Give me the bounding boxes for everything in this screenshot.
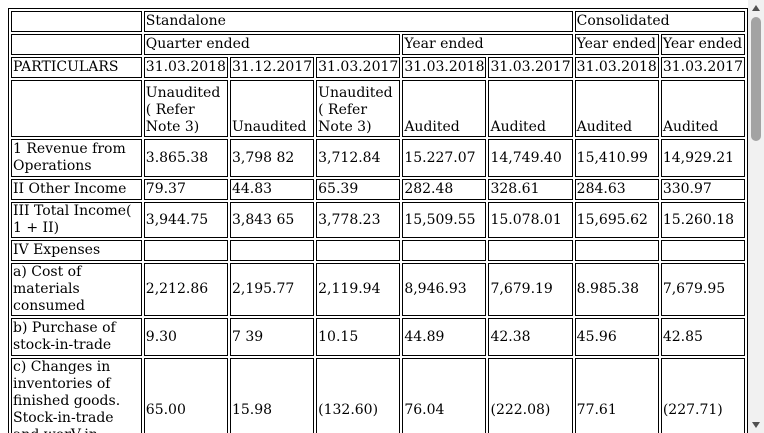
header-row-status: Unaudited ( Refer Note 3) Unaudited Unaudi… bbox=[11, 80, 745, 137]
row-label: III Total Income( 1 + II) bbox=[11, 202, 142, 238]
row-label: a) Cost of materials consumed bbox=[11, 263, 142, 316]
value-cell: 3,778.23 bbox=[316, 202, 401, 238]
value-cell: 45.96 bbox=[574, 318, 659, 356]
date-header-cell: 31.03.2018 bbox=[143, 57, 228, 78]
audit-status-cell: Unaudited ( Refer Note 3) bbox=[143, 80, 228, 137]
value-cell: 42.38 bbox=[488, 318, 573, 356]
particulars-header: PARTICULARS bbox=[11, 57, 142, 78]
value-cell: 7,679.95 bbox=[660, 263, 745, 316]
value-cell: 44.83 bbox=[229, 179, 315, 200]
value-cell: 3,798 82 bbox=[229, 139, 315, 177]
table-row: IV Expenses bbox=[11, 240, 745, 261]
value-cell: 10.15 bbox=[316, 318, 401, 356]
table-row: b) Purchase of stock-in-trade 9.30 7 39 10.… bbox=[11, 318, 745, 356]
value-cell bbox=[316, 240, 401, 261]
value-cell: 14,929.21 bbox=[660, 139, 745, 177]
year-ended-header: Year ended bbox=[402, 34, 573, 55]
value-cell: 15.227.07 bbox=[402, 139, 487, 177]
value-cell: (132.60) bbox=[316, 358, 401, 433]
header-row-dates: PARTICULARS 31.03.2018 31.12.2017 31.03.20… bbox=[11, 57, 745, 78]
value-cell: 7,679.19 bbox=[488, 263, 573, 316]
value-cell: 15.98 bbox=[229, 358, 315, 433]
value-cell: 2,119.94 bbox=[316, 263, 401, 316]
table-row: a) Cost of materials consumed 2,212.86 2,1… bbox=[11, 263, 745, 316]
empty-cell bbox=[11, 80, 142, 137]
value-cell: 15.260.18 bbox=[660, 202, 745, 238]
audit-status-cell: Unaudited ( Refer Note 3) bbox=[316, 80, 401, 137]
row-label: c) Changes in inventories of finished go… bbox=[11, 358, 142, 433]
scroll-up-arrow-icon[interactable] bbox=[748, 0, 764, 16]
value-cell: 42.85 bbox=[660, 318, 745, 356]
year-ended-header-c1: Year ended bbox=[574, 34, 659, 55]
value-cell bbox=[488, 240, 573, 261]
value-cell: 2,195.77 bbox=[229, 263, 315, 316]
value-cell: 9.30 bbox=[143, 318, 228, 356]
value-cell: 330.97 bbox=[660, 179, 745, 200]
value-cell: 328.61 bbox=[488, 179, 573, 200]
value-cell: 15,695.62 bbox=[574, 202, 659, 238]
audit-status-cell: Audited bbox=[660, 80, 745, 137]
value-cell: 3,843 65 bbox=[229, 202, 315, 238]
row-label: b) Purchase of stock-in-trade bbox=[11, 318, 142, 356]
value-cell: 2,212.86 bbox=[143, 263, 228, 316]
value-cell: (227.71) bbox=[660, 358, 745, 433]
value-cell: 3,712.84 bbox=[316, 139, 401, 177]
value-cell: 3,944.75 bbox=[143, 202, 228, 238]
date-header-cell: 31.03.2018 bbox=[402, 57, 487, 78]
consolidated-header: Consolidated bbox=[574, 11, 745, 32]
row-label: II Other Income bbox=[11, 179, 142, 200]
value-cell: 79.37 bbox=[143, 179, 228, 200]
date-header-cell: 31.12.2017 bbox=[229, 57, 315, 78]
table-row: III Total Income( 1 + II) 3,944.75 3,843 6… bbox=[11, 202, 745, 238]
value-cell: 65.00 bbox=[143, 358, 228, 433]
audit-status-cell: Audited bbox=[488, 80, 573, 137]
table-row: c) Changes in inventories of finished go… bbox=[11, 358, 745, 433]
value-cell: 15,410.99 bbox=[574, 139, 659, 177]
row-label: IV Expenses bbox=[11, 240, 142, 261]
value-cell: 14,749.40 bbox=[488, 139, 573, 177]
date-header-cell: 31.03.2017 bbox=[488, 57, 573, 78]
vertical-scrollbar[interactable] bbox=[748, 0, 764, 433]
audit-status-cell: Audited bbox=[402, 80, 487, 137]
financial-results-table: Standalone Consolidated Quarter ended Ye… bbox=[8, 8, 748, 433]
value-cell: (222.08) bbox=[488, 358, 573, 433]
value-cell: 284.63 bbox=[574, 179, 659, 200]
value-cell bbox=[660, 240, 745, 261]
value-cell: 15,509.55 bbox=[402, 202, 487, 238]
standalone-header: Standalone bbox=[143, 11, 573, 32]
value-cell: 8.985.38 bbox=[574, 263, 659, 316]
date-header-cell: 31.03.2017 bbox=[316, 57, 401, 78]
scrollbar-thumb[interactable] bbox=[751, 17, 761, 141]
scroll-down-arrow-icon[interactable] bbox=[748, 417, 764, 433]
table-row: 1 Revenue from Operations 3.865.38 3,798 8… bbox=[11, 139, 745, 177]
value-cell: 282.48 bbox=[402, 179, 487, 200]
value-cell bbox=[143, 240, 228, 261]
value-cell bbox=[574, 240, 659, 261]
value-cell bbox=[402, 240, 487, 261]
date-header-cell: 31.03.2018 bbox=[574, 57, 659, 78]
audit-status-cell: Unaudited bbox=[229, 80, 315, 137]
header-row-period: Quarter ended Year ended Year ended Year… bbox=[11, 34, 745, 55]
value-cell: 77.61 bbox=[574, 358, 659, 433]
quarter-ended-header: Quarter ended bbox=[143, 34, 401, 55]
audit-status-cell: Audited bbox=[574, 80, 659, 137]
value-cell: 76.04 bbox=[402, 358, 487, 433]
value-cell bbox=[229, 240, 315, 261]
value-cell: 3.865.38 bbox=[143, 139, 228, 177]
value-cell: 15.078.01 bbox=[488, 202, 573, 238]
year-ended-header-c2: Year ended bbox=[660, 34, 745, 55]
empty-cell bbox=[11, 11, 142, 32]
row-label: 1 Revenue from Operations bbox=[11, 139, 142, 177]
document-viewport: Standalone Consolidated Quarter ended Ye… bbox=[8, 8, 748, 433]
value-cell: 7 39 bbox=[229, 318, 315, 356]
empty-cell bbox=[11, 34, 142, 55]
value-cell: 65.39 bbox=[316, 179, 401, 200]
value-cell: 8,946.93 bbox=[402, 263, 487, 316]
value-cell: 44.89 bbox=[402, 318, 487, 356]
table-row: II Other Income 79.37 44.83 65.39 282.48 328.… bbox=[11, 179, 745, 200]
date-header-cell: 31.03.2017 bbox=[660, 57, 745, 78]
header-row-group: Standalone Consolidated bbox=[11, 11, 745, 32]
